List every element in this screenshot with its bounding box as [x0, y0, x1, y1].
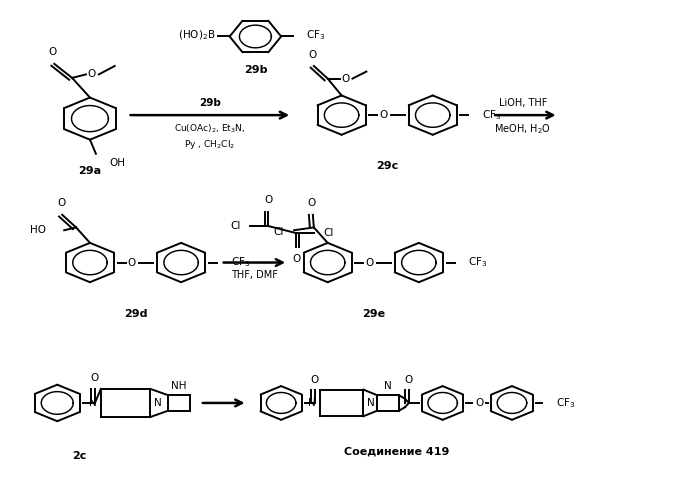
Text: CF$_3$: CF$_3$ [306, 28, 325, 42]
Text: N: N [368, 398, 375, 408]
Text: NH: NH [171, 381, 187, 391]
Text: O: O [405, 375, 413, 385]
Text: THF, DMF: THF, DMF [231, 269, 278, 279]
Text: 29d: 29d [124, 309, 147, 319]
Text: O: O [264, 195, 273, 205]
Text: O: O [292, 254, 300, 264]
Text: O: O [88, 70, 96, 80]
Text: 29b: 29b [244, 65, 267, 75]
Text: Cl: Cl [230, 221, 240, 231]
Text: CF$_3$: CF$_3$ [482, 108, 502, 122]
Text: Cl: Cl [324, 228, 334, 238]
Text: O: O [127, 257, 136, 267]
Text: O: O [475, 398, 484, 408]
Text: O: O [379, 110, 387, 120]
Text: O: O [309, 50, 317, 60]
Text: Cl: Cl [274, 227, 284, 237]
Text: 2c: 2c [72, 451, 86, 461]
Text: O: O [91, 373, 99, 383]
Text: O: O [308, 198, 316, 208]
Text: O: O [57, 198, 65, 208]
Text: Py , CH$_2$Cl$_2$: Py , CH$_2$Cl$_2$ [185, 138, 236, 151]
Text: 29a: 29a [78, 166, 101, 176]
Text: N: N [308, 398, 316, 408]
Text: 29b: 29b [199, 98, 221, 108]
Text: CF$_3$: CF$_3$ [468, 255, 488, 269]
Text: LiOH, THF: LiOH, THF [498, 98, 547, 108]
Text: CF$_3$: CF$_3$ [231, 255, 250, 269]
Text: O: O [310, 375, 319, 385]
Text: N: N [154, 398, 162, 408]
Text: O: O [48, 47, 57, 57]
Text: Cu(OAc)$_2$, Et$_3$N,: Cu(OAc)$_2$, Et$_3$N, [174, 122, 245, 135]
Text: OH: OH [110, 158, 126, 168]
Text: (HO)$_2$B: (HO)$_2$B [178, 28, 216, 42]
Text: O: O [341, 74, 350, 83]
Text: MeOH, H$_2$O: MeOH, H$_2$O [494, 122, 552, 136]
Text: 29c: 29c [376, 162, 398, 171]
Text: N: N [89, 398, 97, 408]
Text: Соединение 419: Соединение 419 [344, 446, 449, 456]
Text: N: N [384, 381, 392, 391]
Text: CF$_3$: CF$_3$ [556, 396, 575, 410]
Text: 29e: 29e [361, 309, 385, 319]
Text: O: O [365, 257, 373, 267]
Text: HO: HO [30, 225, 46, 235]
